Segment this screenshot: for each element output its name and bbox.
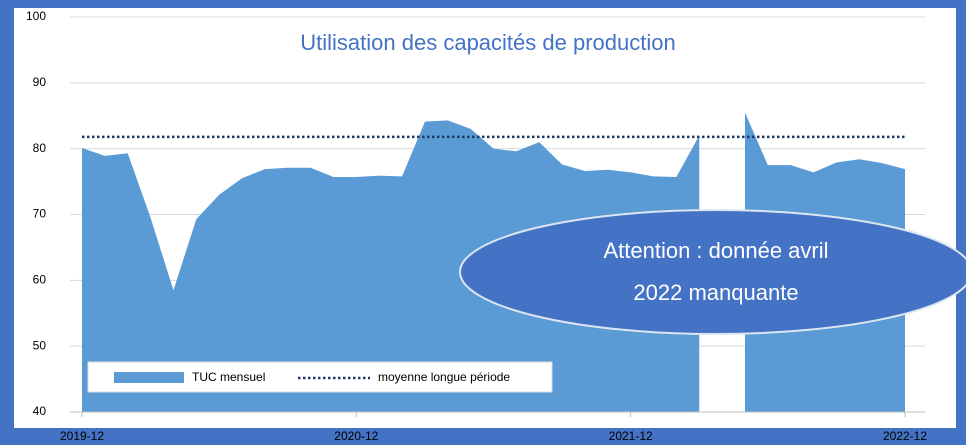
annotation-text: Attention : donnée avril xyxy=(603,238,828,263)
legend-swatch xyxy=(114,372,184,383)
x-tick-label: 2019-12 xyxy=(60,429,104,443)
legend-label: TUC mensuel xyxy=(192,370,265,384)
x-tick-label: 2020-12 xyxy=(334,429,378,443)
x-tick-label: 2021-12 xyxy=(609,429,653,443)
y-tick-label: 60 xyxy=(33,273,47,287)
x-tick-label: 2022-12 xyxy=(883,429,927,443)
legend-label: moyenne longue période xyxy=(378,370,510,384)
annotation-text: 2022 manquante xyxy=(633,280,798,305)
y-tick-label: 50 xyxy=(33,338,47,352)
y-tick-label: 100 xyxy=(26,9,46,23)
y-tick-label: 80 xyxy=(33,141,47,155)
chart-title: Utilisation des capacités de production xyxy=(300,30,675,55)
y-tick-label: 40 xyxy=(33,404,47,418)
annotation-bubble xyxy=(459,209,966,335)
y-tick-label: 70 xyxy=(33,207,47,221)
y-tick-label: 90 xyxy=(33,75,47,89)
